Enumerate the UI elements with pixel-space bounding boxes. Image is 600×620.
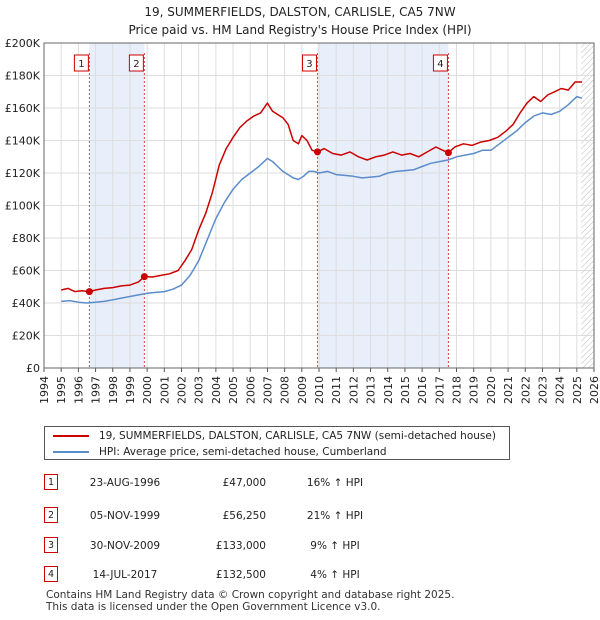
transaction-price: £56,250 [222,510,266,522]
sale-point [140,273,148,281]
series-line-hpi [61,95,583,304]
x-tick-label: 2006 [244,376,257,404]
x-tick-label: 2008 [279,376,292,404]
x-tick-label: 2012 [347,376,360,404]
x-tick-label: 2000 [141,376,154,404]
y-tick-label: £60K [12,265,41,278]
x-tick-label: 2017 [433,376,446,404]
sale-point [313,148,321,156]
price-chart: 19, SUMMERFIELDS, DALSTON, CARLISLE, CA5… [5,5,600,404]
transaction-price: £47,000 [222,477,266,489]
sale-badge [432,54,448,72]
x-tick-label: 2004 [210,376,223,404]
transaction-date: 14-JUL-2017 [92,569,158,581]
y-tick-label: £0 [26,362,40,375]
x-tick-label: 2021 [502,376,515,404]
x-tick-label: 1995 [55,376,68,404]
chart-legend: 19, SUMMERFIELDS, DALSTON, CARLISLE, CA5… [44,426,510,460]
plot-border [43,42,595,369]
x-tick-label: 2015 [399,376,412,404]
x-tick-label: 2005 [227,376,240,404]
y-tick-label: £20K [12,330,41,343]
y-tick-label: £140K [5,135,41,148]
series-line-property [61,81,582,293]
x-tick-label: 2023 [536,376,549,404]
transaction-date: 30-NOV-2009 [89,540,161,552]
chart-subtitle: Price paid vs. HM Land Registry's House … [128,23,471,37]
footer-copyright: Contains HM Land Registry data © Crown c… [46,589,455,601]
x-tick-label: 2011 [330,376,343,404]
x-tick-label: 2022 [519,376,532,404]
y-tick-label: £160K [5,102,41,115]
transaction-number: 3 [44,537,58,553]
x-tick-label: 2026 [588,376,600,404]
x-tick-label: 1996 [72,376,85,404]
legend-swatch-property [53,435,89,437]
transaction-hpi: 4% ↑ HPI [310,569,360,581]
y-tick-label: £120K [5,167,41,180]
sale-point [444,149,452,157]
x-tick-label: 2014 [382,376,395,404]
legend-item-hpi: HPI: Average price, semi-detached house,… [53,444,387,460]
x-tick-label: 1998 [107,376,120,404]
x-tick-label: 2018 [451,376,464,404]
transaction-date: 05-NOV-1999 [89,510,161,522]
sale-badge [128,54,144,72]
transaction-number: 2 [44,507,58,523]
x-tick-label: 2013 [365,376,378,404]
x-tick-label: 2016 [416,376,429,404]
sale-badge [73,54,89,72]
x-tick-label: 2024 [554,376,567,404]
x-tick-label: 2003 [193,376,206,404]
y-tick-label: £40K [12,297,41,310]
sale-badge-label: 2 [133,59,139,70]
y-tick-label: £80K [12,232,41,245]
legend-label-hpi: HPI: Average price, semi-detached house,… [99,446,387,458]
x-tick-label: 2001 [158,376,171,404]
transaction-date: 23-AUG-1996 [89,477,161,489]
x-tick-label: 2002 [176,376,189,404]
y-tick-label: £100K [5,200,41,213]
x-tick-label: 1994 [38,376,51,404]
x-tick-label: 2009 [296,376,309,404]
sale-badge-label: 4 [437,59,443,70]
transaction-hpi: 9% ↑ HPI [310,540,360,552]
x-tick-label: 2007 [261,376,274,404]
x-tick-label: 2010 [313,376,326,404]
transaction-hpi: 16% ↑ HPI [306,477,364,489]
y-tick-label: £180K [5,70,41,83]
sale-badge [301,54,317,72]
transaction-hpi: 21% ↑ HPI [306,510,364,522]
x-tick-label: 2025 [571,376,584,404]
legend-swatch-hpi [53,451,89,453]
x-tick-label: 2019 [468,376,481,404]
x-tick-label: 1999 [124,376,137,404]
x-tick-label: 1997 [90,376,103,404]
legend-label-property: 19, SUMMERFIELDS, DALSTON, CARLISLE, CA5… [99,430,496,442]
sale-point [85,288,93,296]
chart-title: 19, SUMMERFIELDS, DALSTON, CARLISLE, CA5… [144,5,455,19]
footer-license: This data is licensed under the Open Gov… [46,601,381,613]
transaction-price: £132,500 [215,569,266,581]
x-tick-label: 2020 [485,376,498,404]
legend-item-property: 19, SUMMERFIELDS, DALSTON, CARLISLE, CA5… [53,428,496,444]
transaction-number: 1 [44,474,58,490]
sale-badge-label: 1 [78,59,84,70]
y-tick-label: £200K [5,37,41,50]
transaction-price: £133,000 [215,540,266,552]
sale-badge-label: 3 [306,59,312,70]
transaction-number: 4 [44,566,58,582]
